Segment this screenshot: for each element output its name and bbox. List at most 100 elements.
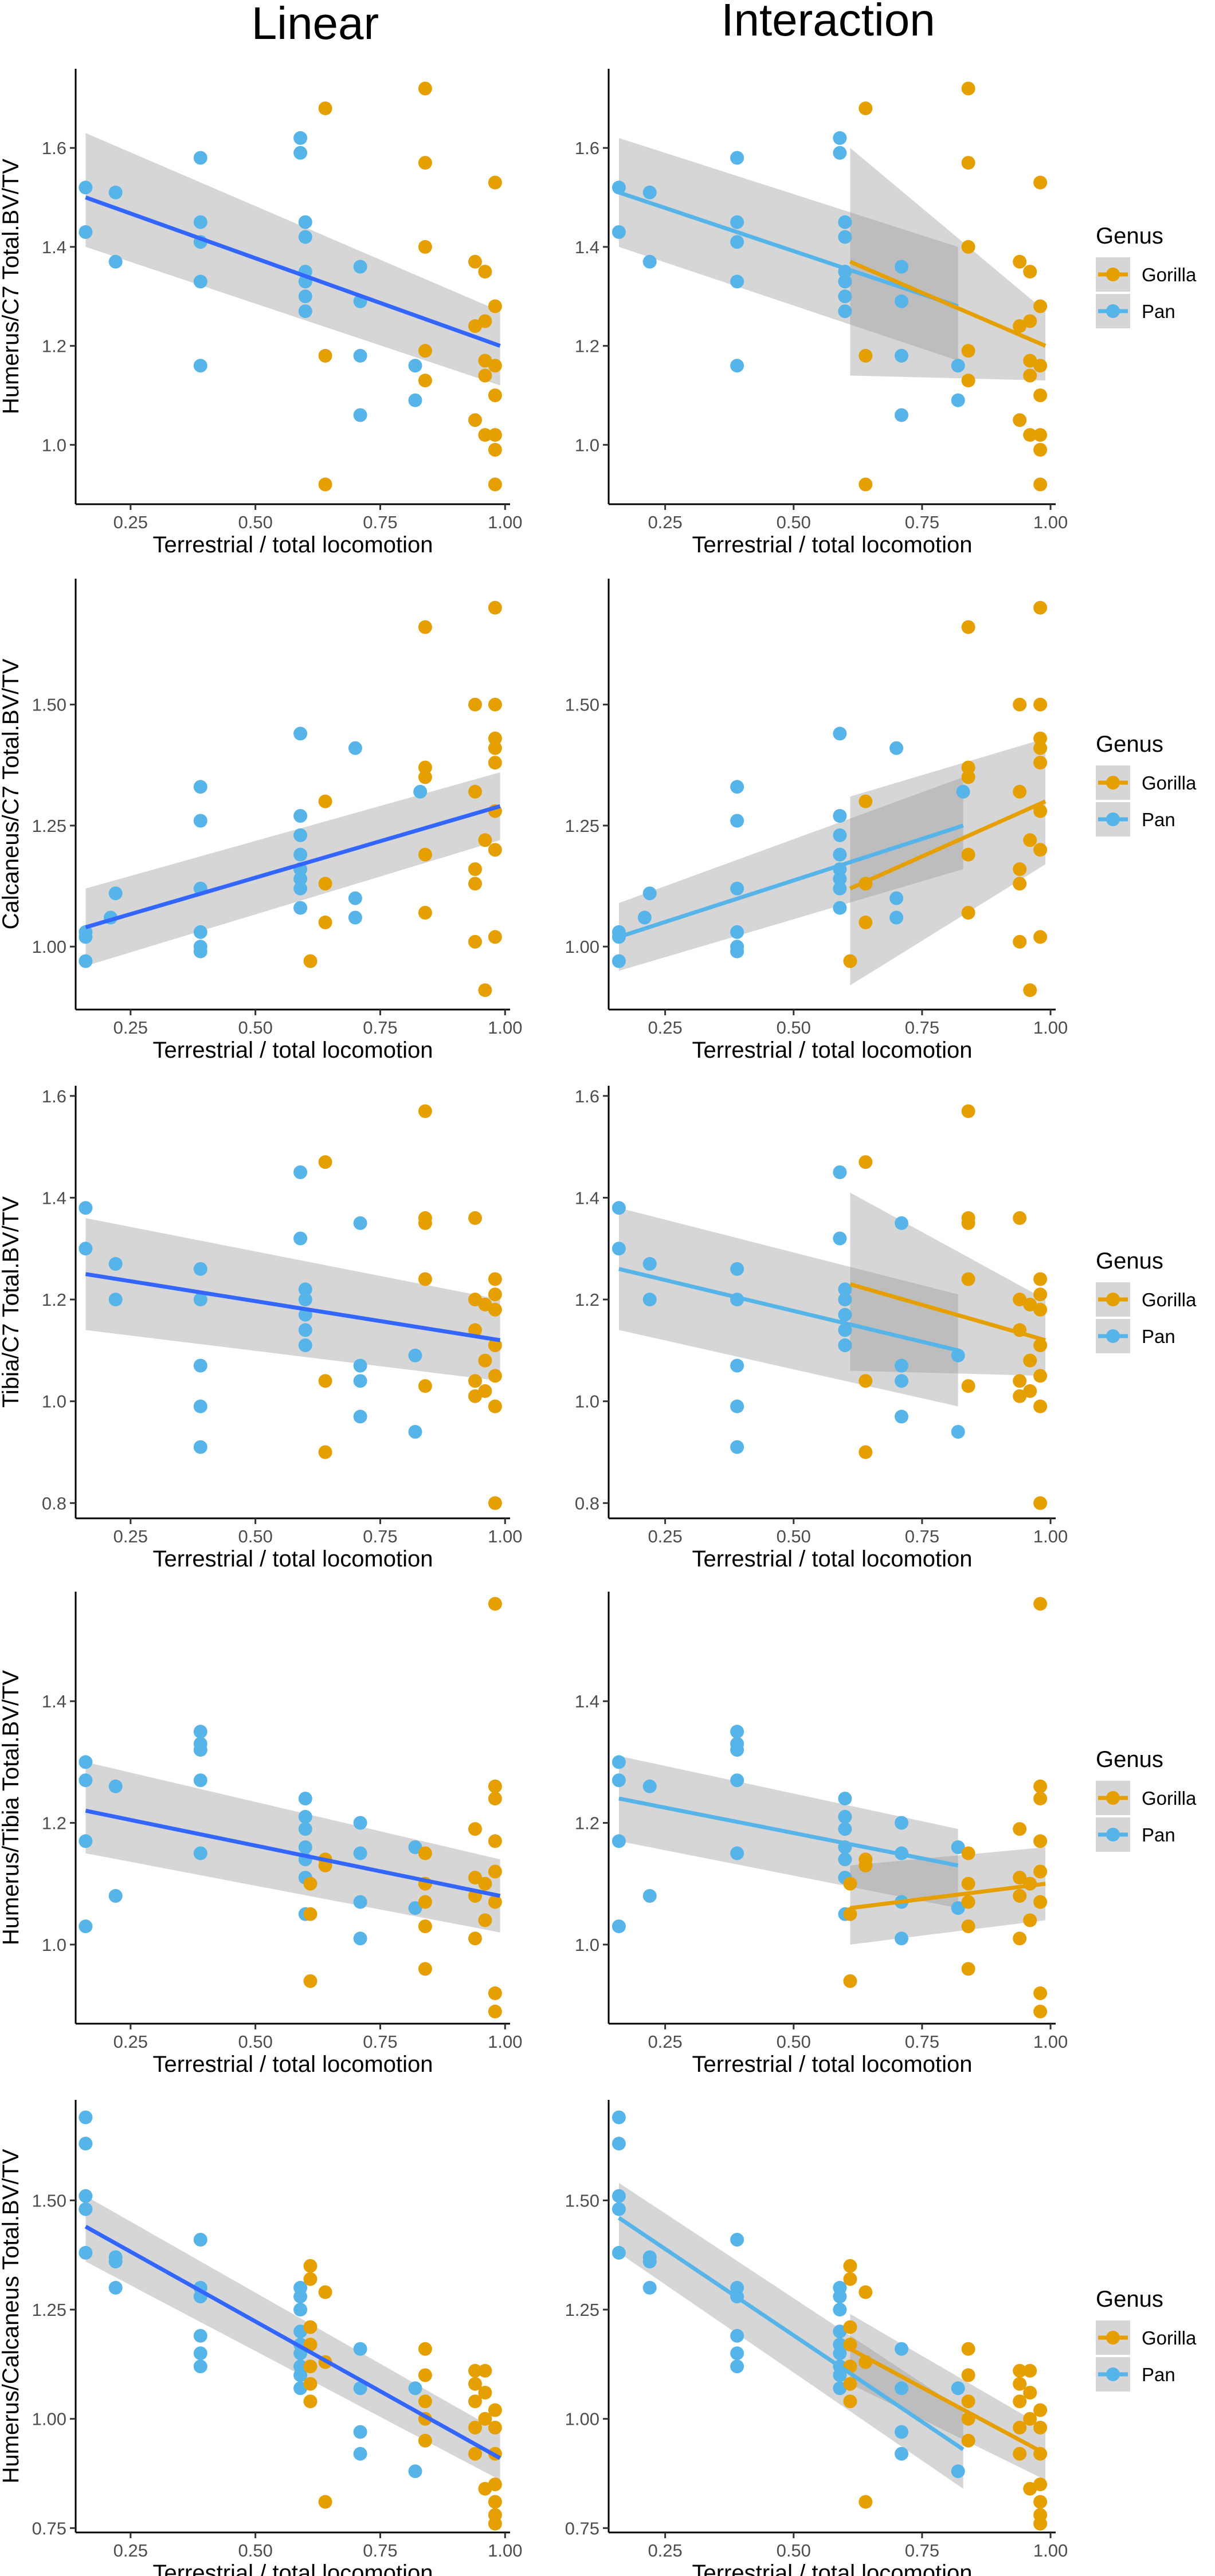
legend-key-point <box>1106 776 1120 790</box>
data-point-pan <box>642 1256 657 1271</box>
legend-row-4: Genus Gorilla Pan <box>1096 1747 1197 1852</box>
fit-line-linear-fit <box>85 195 501 348</box>
y-tick-label: 1.6 <box>42 1086 66 1106</box>
data-point-pan <box>408 2464 422 2479</box>
data-point-pan <box>353 2381 367 2396</box>
y-tick-label: 1.50 <box>565 695 599 715</box>
data-point-pan <box>612 1919 626 1934</box>
data-point-gorilla <box>961 1379 975 1393</box>
data-point-gorilla <box>468 2421 482 2434</box>
data-point-pan <box>833 871 847 886</box>
legend-label-gorilla: Gorilla <box>1142 2327 1197 2349</box>
x-tick-label: 1.00 <box>488 1526 522 1546</box>
data-point-gorilla <box>1033 1597 1048 1611</box>
data-point-pan <box>293 847 308 862</box>
y-tick-label: 1.2 <box>575 336 599 356</box>
y-axis-title: Humerus/Tibia Total.BV/TV <box>0 1670 23 1945</box>
data-point-gorilla <box>1033 1864 1048 1879</box>
legend-title: Genus <box>1096 732 1163 757</box>
data-point-gorilla <box>1023 2363 1037 2378</box>
data-point-gorilla <box>1023 2412 1037 2426</box>
data-point-gorilla <box>1013 697 1027 712</box>
y-tick-label: 0.75 <box>32 2518 66 2538</box>
data-point-pan <box>642 1779 657 1793</box>
data-point-pan <box>293 2368 308 2382</box>
panel-4-interaction: 0.25 0.50 0.75 1.00 1.0 1.2 1.4 Terrestrial / t… <box>575 1592 1068 2077</box>
y-tick-label: 1.6 <box>575 138 599 158</box>
data-point-pan <box>293 828 308 842</box>
data-point-pan <box>730 1440 744 1454</box>
data-point-gorilla <box>1033 477 1048 492</box>
data-point-pan <box>293 809 308 823</box>
data-point-pan <box>833 809 847 823</box>
data-point-gorilla <box>478 983 492 998</box>
x-tick-label: 0.25 <box>113 2540 148 2561</box>
data-point-gorilla <box>303 2272 318 2286</box>
data-point-gorilla <box>488 1272 502 1286</box>
data-point-pan <box>353 2425 367 2439</box>
data-point-gorilla <box>488 1302 502 1317</box>
data-point-gorilla <box>1023 1297 1037 1311</box>
x-tick-label: 0.50 <box>238 1018 272 1038</box>
data-point-gorilla <box>488 930 502 944</box>
data-point-pan <box>79 180 93 195</box>
x-tick-label: 0.25 <box>113 512 148 532</box>
data-point-gorilla <box>961 156 975 170</box>
legend-key-point <box>1106 2331 1120 2345</box>
data-point-pan <box>293 1165 308 1179</box>
data-point-gorilla <box>1013 2421 1027 2434</box>
data-point-gorilla <box>1033 2421 1048 2434</box>
data-point-pan <box>293 1231 308 1246</box>
data-point-pan <box>193 1293 207 1307</box>
data-point-gorilla <box>418 239 432 254</box>
data-point-gorilla <box>961 760 975 775</box>
legend-title: Genus <box>1096 2287 1163 2312</box>
data-point-pan <box>408 2381 422 2396</box>
data-point-gorilla <box>1013 2377 1027 2391</box>
data-point-gorilla <box>468 413 482 427</box>
data-point-gorilla <box>478 368 492 383</box>
data-point-gorilla <box>318 2285 332 2299</box>
data-point-gorilla <box>488 731 502 745</box>
data-point-gorilla <box>418 374 432 388</box>
data-point-gorilla <box>488 428 502 442</box>
data-point-gorilla <box>1033 359 1048 373</box>
data-point-pan <box>895 348 908 363</box>
data-point-pan <box>730 780 744 794</box>
data-point-gorilla <box>418 1962 432 1976</box>
data-point-gorilla <box>1033 1287 1048 1302</box>
data-point-gorilla <box>488 1834 502 1848</box>
data-point-pan <box>642 1889 657 1903</box>
data-point-pan <box>79 2110 93 2125</box>
data-point-pan <box>612 1242 626 1256</box>
y-tick-label: 1.00 <box>32 937 66 957</box>
x-tick-label: 0.50 <box>777 2540 811 2561</box>
data-point-gorilla <box>418 620 432 634</box>
data-point-pan <box>895 2425 908 2439</box>
data-point-pan <box>612 954 626 968</box>
x-axis-title: Terrestrial / total locomotion <box>152 1546 433 1572</box>
data-point-pan <box>193 2346 207 2361</box>
data-point-pan <box>612 2110 626 2125</box>
data-point-pan <box>838 230 852 244</box>
data-point-gorilla <box>468 1822 482 1836</box>
data-point-pan <box>108 185 123 199</box>
data-point-gorilla <box>418 2394 432 2409</box>
data-point-gorilla <box>961 1876 975 1891</box>
data-point-gorilla <box>1033 1272 1048 1286</box>
data-point-pan <box>612 225 626 239</box>
data-point-pan <box>889 741 904 755</box>
x-tick-label: 0.25 <box>648 2540 682 2561</box>
legend-label-pan: Pan <box>1142 1326 1175 1347</box>
data-point-gorilla <box>318 101 332 116</box>
data-point-gorilla <box>488 175 502 190</box>
data-point-pan <box>730 215 744 229</box>
y-tick-label: 1.25 <box>565 816 599 836</box>
ci-band-pan <box>618 777 963 971</box>
data-point-pan <box>408 1348 422 1362</box>
data-point-pan <box>730 1358 744 1373</box>
data-point-gorilla <box>488 2477 502 2492</box>
x-tick-label: 0.50 <box>238 1526 272 1546</box>
data-point-pan <box>79 2202 93 2216</box>
legend-row-1: Genus Gorilla Pan <box>1096 223 1197 328</box>
